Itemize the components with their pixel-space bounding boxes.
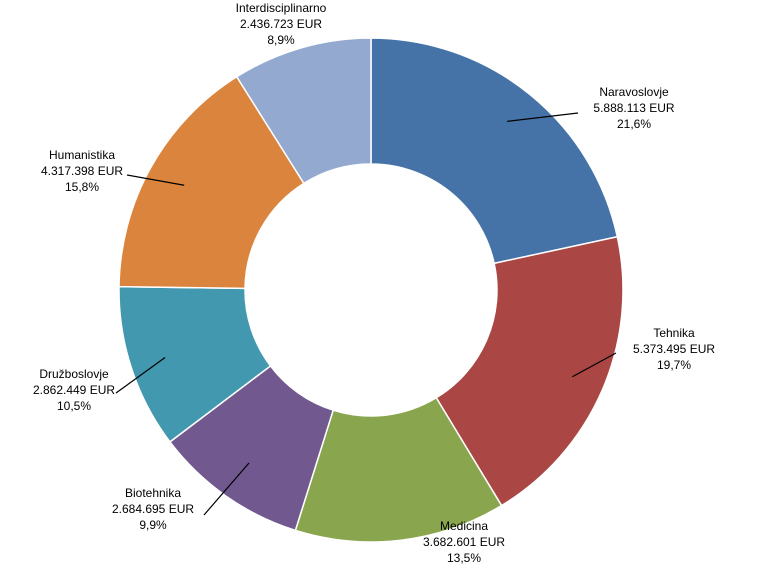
leader-line-druzboslovje — [115, 357, 166, 394]
data-label-percent-druzboslovje: 10,5% — [57, 399, 91, 413]
data-label-percent-naravoslovje: 21,6% — [617, 117, 651, 131]
labels-group: Naravoslovje 5.888.113 EUR 21,6% Tehnika 5.3… — [33, 1, 715, 565]
data-label-value-tehnika: 5.373.495 EUR — [633, 342, 715, 356]
data-label-value-medicina: 3.682.601 EUR — [423, 535, 505, 549]
data-label-name-biotehnika: Biotehnika — [125, 486, 181, 500]
data-label-value-naravoslovje: 5.888.113 EUR — [593, 101, 674, 115]
leader-lines-group — [115, 112, 617, 516]
data-label-percent-humanistika: 15,8% — [65, 180, 99, 194]
data-label-value-interdisciplinarno: 2.436.723 EUR — [240, 17, 322, 31]
slices-group — [118, 37, 624, 543]
data-label-name-tehnika: Tehnika — [653, 326, 695, 340]
data-label-percent-interdisciplinarno: 8,9% — [267, 33, 295, 47]
data-label-name-medicina: Medicina — [440, 519, 488, 533]
data-label-name-interdisciplinarno: Interdisciplinarno — [236, 1, 327, 15]
data-label-name-druzboslovje: Družboslovje — [39, 367, 109, 381]
data-label-percent-tehnika: 19,7% — [657, 358, 691, 372]
data-label-value-biotehnika: 2.684.695 EUR — [112, 502, 194, 516]
data-label-percent-biotehnika: 9,9% — [139, 518, 167, 532]
slice-naravoslovje — [370, 37, 619, 265]
leader-line-biotehnika — [203, 462, 250, 516]
leader-line-humanistika — [126, 174, 185, 186]
slice-tehnika — [435, 235, 624, 507]
data-label-value-druzboslovje: 2.862.449 EUR — [33, 383, 115, 397]
slice-humanistika — [118, 75, 305, 290]
data-label-value-humanistika: 4.317.398 EUR — [41, 164, 123, 178]
slice-interdisciplinarno — [235, 37, 372, 185]
slice-medicina — [294, 396, 503, 543]
data-label-name-humanistika: Humanistika — [49, 148, 115, 162]
data-label-name-naravoslovje: Naravoslovje — [599, 85, 669, 99]
data-label-percent-medicina: 13,5% — [447, 551, 481, 565]
leader-line-tehnika — [572, 352, 617, 378]
leader-line-naravoslovje — [507, 112, 579, 122]
